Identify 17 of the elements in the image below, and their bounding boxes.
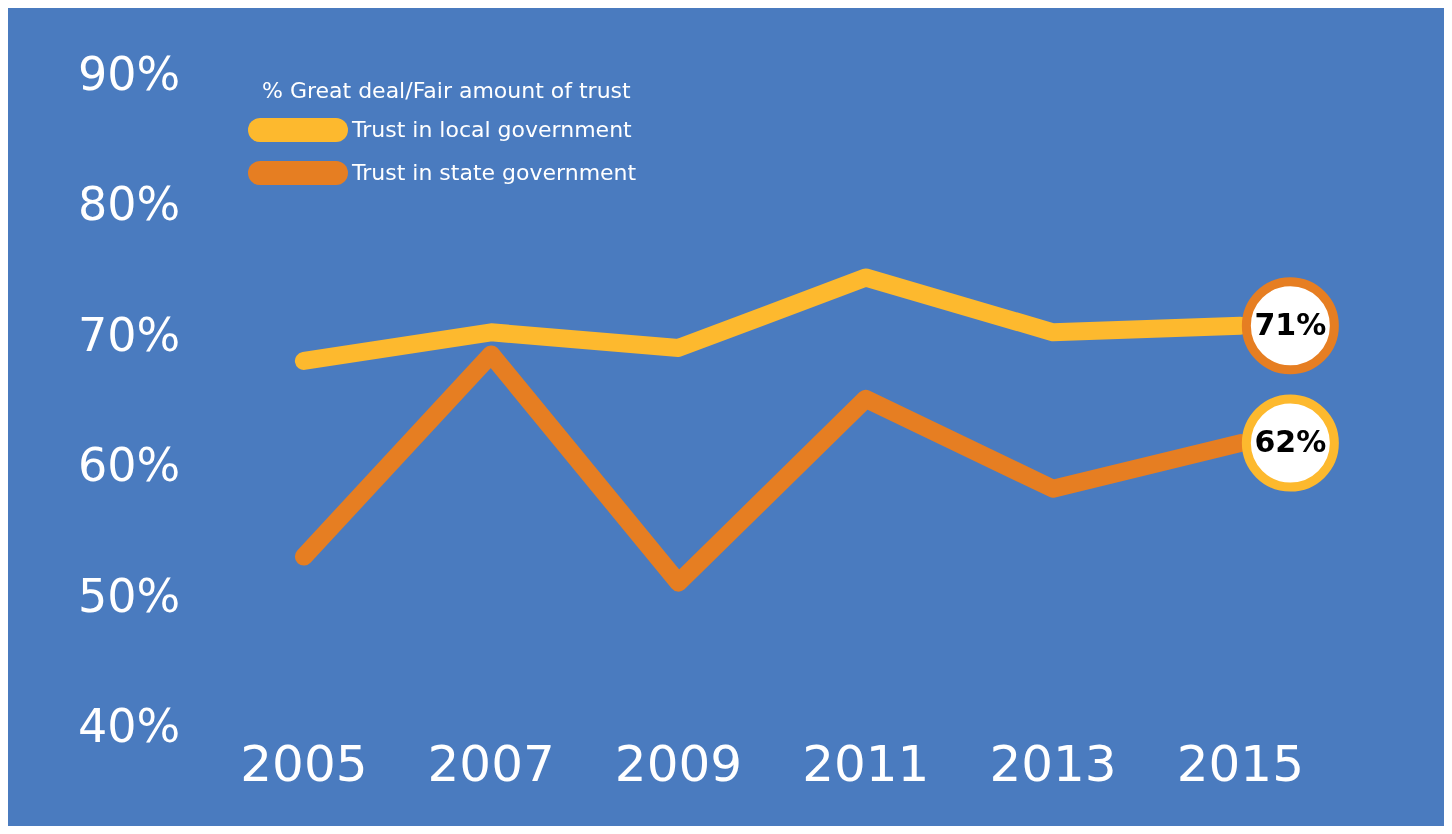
y-tick-label: 60% [77, 438, 181, 493]
x-tick-label: 2011 [802, 734, 930, 793]
y-tick-label: 70% [77, 307, 181, 362]
legend-label: Trust in local government [352, 117, 632, 142]
legend-title: % Great deal/Fair amount of trust [262, 78, 632, 103]
x-tick-label: 2013 [989, 734, 1117, 793]
y-tick-label: 50% [77, 568, 181, 623]
x-tick-label: 2005 [240, 734, 368, 793]
x-tick-label: 2009 [614, 734, 743, 793]
legend-label: Trust in state government [352, 160, 637, 185]
data-label: 62% [1254, 423, 1327, 459]
y-tick-label: 80% [77, 177, 181, 232]
data-label: 71% [1254, 306, 1327, 342]
x-tick-label: 2015 [1176, 734, 1304, 793]
y-tick-label: 40% [77, 698, 181, 753]
x-tick-label: 2007 [427, 734, 555, 793]
y-tick-label: 90% [77, 46, 181, 101]
